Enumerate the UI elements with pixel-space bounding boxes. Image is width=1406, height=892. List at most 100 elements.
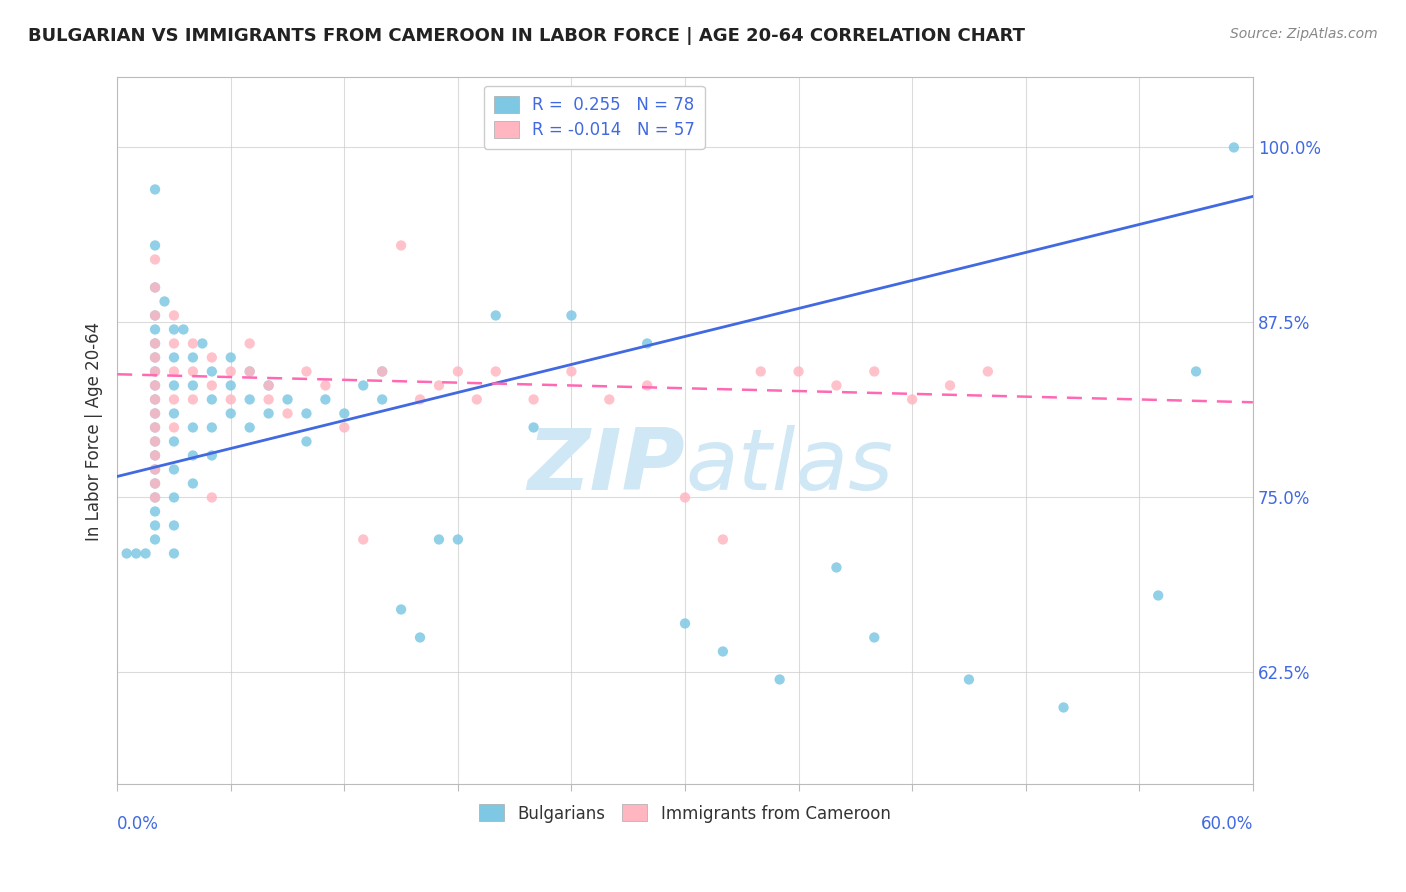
Point — [523, 392, 546, 407]
Point — [201, 351, 224, 365]
Point — [219, 364, 242, 378]
Point — [143, 378, 166, 392]
Point — [277, 392, 299, 407]
Point — [163, 336, 186, 351]
Point — [371, 364, 394, 378]
Point — [447, 364, 470, 378]
Point — [143, 434, 166, 449]
Point — [239, 364, 262, 378]
Point — [135, 546, 157, 560]
Point — [769, 673, 792, 687]
Point — [143, 476, 166, 491]
Point — [314, 378, 336, 392]
Text: 0.0%: 0.0% — [117, 815, 159, 833]
Legend: Bulgarians, Immigrants from Cameroon: Bulgarians, Immigrants from Cameroon — [472, 797, 897, 830]
Point — [143, 476, 166, 491]
Point — [636, 378, 658, 392]
Point — [201, 364, 224, 378]
Point — [143, 280, 166, 294]
Text: atlas: atlas — [685, 425, 893, 508]
Point — [977, 364, 1000, 378]
Point — [1223, 140, 1246, 154]
Point — [143, 420, 166, 434]
Point — [163, 309, 186, 323]
Point — [181, 392, 204, 407]
Point — [863, 631, 886, 645]
Point — [201, 378, 224, 392]
Point — [143, 407, 166, 421]
Text: Source: ZipAtlas.com: Source: ZipAtlas.com — [1230, 27, 1378, 41]
Point — [295, 434, 318, 449]
Point — [181, 476, 204, 491]
Point — [1052, 700, 1074, 714]
Point — [371, 392, 394, 407]
Point — [163, 420, 186, 434]
Y-axis label: In Labor Force | Age 20-64: In Labor Force | Age 20-64 — [86, 321, 103, 541]
Point — [427, 378, 450, 392]
Point — [560, 309, 582, 323]
Point — [143, 336, 166, 351]
Point — [143, 392, 166, 407]
Point — [143, 238, 166, 252]
Point — [143, 182, 166, 196]
Point — [143, 351, 166, 365]
Point — [172, 322, 194, 336]
Point — [153, 294, 176, 309]
Point — [143, 280, 166, 294]
Point — [749, 364, 772, 378]
Point — [143, 491, 166, 505]
Point — [163, 462, 186, 476]
Point — [219, 351, 242, 365]
Point — [163, 518, 186, 533]
Point — [125, 546, 148, 560]
Point — [143, 518, 166, 533]
Point — [191, 336, 214, 351]
Point — [239, 364, 262, 378]
Point — [239, 420, 262, 434]
Point — [143, 434, 166, 449]
Point — [409, 392, 432, 407]
Point — [181, 364, 204, 378]
Point — [787, 364, 810, 378]
Point — [115, 546, 138, 560]
Point — [163, 364, 186, 378]
Point — [409, 631, 432, 645]
Point — [143, 504, 166, 518]
Point — [143, 351, 166, 365]
Point — [201, 491, 224, 505]
Text: BULGARIAN VS IMMIGRANTS FROM CAMEROON IN LABOR FORCE | AGE 20-64 CORRELATION CHA: BULGARIAN VS IMMIGRANTS FROM CAMEROON IN… — [28, 27, 1025, 45]
Point — [673, 616, 696, 631]
Point — [352, 378, 374, 392]
Point — [485, 309, 508, 323]
Point — [163, 434, 186, 449]
Point — [863, 364, 886, 378]
Point — [181, 449, 204, 463]
Point — [181, 378, 204, 392]
Point — [485, 364, 508, 378]
Point — [295, 407, 318, 421]
Point — [277, 407, 299, 421]
Point — [201, 420, 224, 434]
Point — [143, 322, 166, 336]
Point — [201, 392, 224, 407]
Point — [371, 364, 394, 378]
Point — [163, 322, 186, 336]
Point — [143, 407, 166, 421]
Point — [389, 238, 412, 252]
Point — [239, 392, 262, 407]
Point — [201, 449, 224, 463]
Point — [939, 378, 962, 392]
Point — [163, 392, 186, 407]
Point — [143, 336, 166, 351]
Point — [143, 378, 166, 392]
Point — [523, 420, 546, 434]
Point — [181, 351, 204, 365]
Point — [427, 533, 450, 547]
Point — [143, 364, 166, 378]
Point — [219, 378, 242, 392]
Text: 60.0%: 60.0% — [1201, 815, 1253, 833]
Point — [257, 378, 280, 392]
Point — [143, 309, 166, 323]
Point — [825, 560, 848, 574]
Point — [257, 378, 280, 392]
